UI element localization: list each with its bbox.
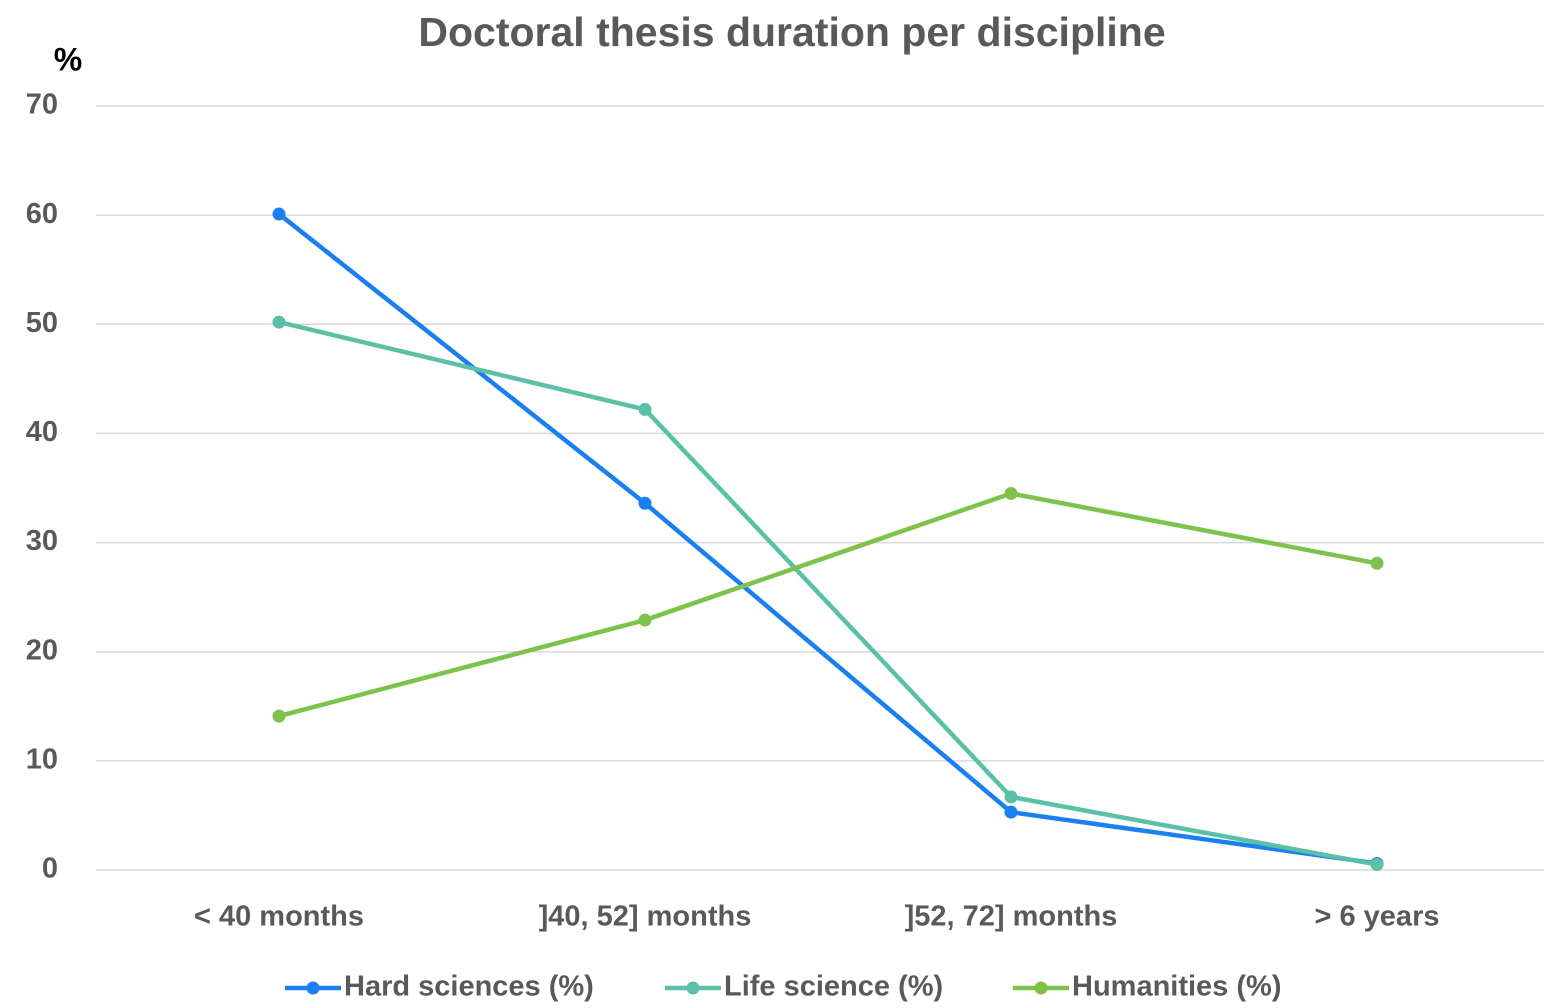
chart-title: Doctoral thesis duration per discipline xyxy=(418,9,1165,55)
y-tick-label: 50 xyxy=(26,307,58,339)
data-point xyxy=(272,315,286,329)
legend-marker xyxy=(1034,981,1048,995)
data-point xyxy=(1370,556,1384,570)
y-tick-label: 40 xyxy=(26,416,58,448)
legend-label: Humanities (%) xyxy=(1072,971,1281,1003)
legend-marker xyxy=(306,981,320,995)
series-line xyxy=(278,319,1378,867)
legend-label: Hard sciences (%) xyxy=(344,971,594,1003)
data-point xyxy=(1004,805,1018,819)
y-tick-label: 60 xyxy=(26,198,58,230)
data-point xyxy=(638,496,652,510)
y-tick-label: 0 xyxy=(42,853,58,885)
x-tick-label: ]52, 72] months xyxy=(905,901,1118,933)
y-axis-label: % xyxy=(54,41,82,77)
x-tick-label: < 40 months xyxy=(194,901,364,933)
series-line xyxy=(277,212,1378,866)
data-point xyxy=(272,207,286,221)
y-tick-label: 20 xyxy=(26,634,58,666)
x-tick-label: > 6 years xyxy=(1315,901,1440,933)
legend-label: Life science (%) xyxy=(724,971,943,1003)
data-point xyxy=(638,402,652,416)
data-point xyxy=(638,613,652,627)
data-point xyxy=(1370,858,1384,872)
data-point xyxy=(1004,790,1018,804)
y-tick-label: 30 xyxy=(26,525,58,557)
series-line xyxy=(278,491,1378,719)
data-point xyxy=(1004,486,1018,500)
data-point xyxy=(272,709,286,723)
x-tick-label: ]40, 52] months xyxy=(539,901,752,933)
y-tick-label: 70 xyxy=(26,89,58,121)
legend-marker xyxy=(686,981,700,995)
y-tick-label: 10 xyxy=(26,744,58,776)
